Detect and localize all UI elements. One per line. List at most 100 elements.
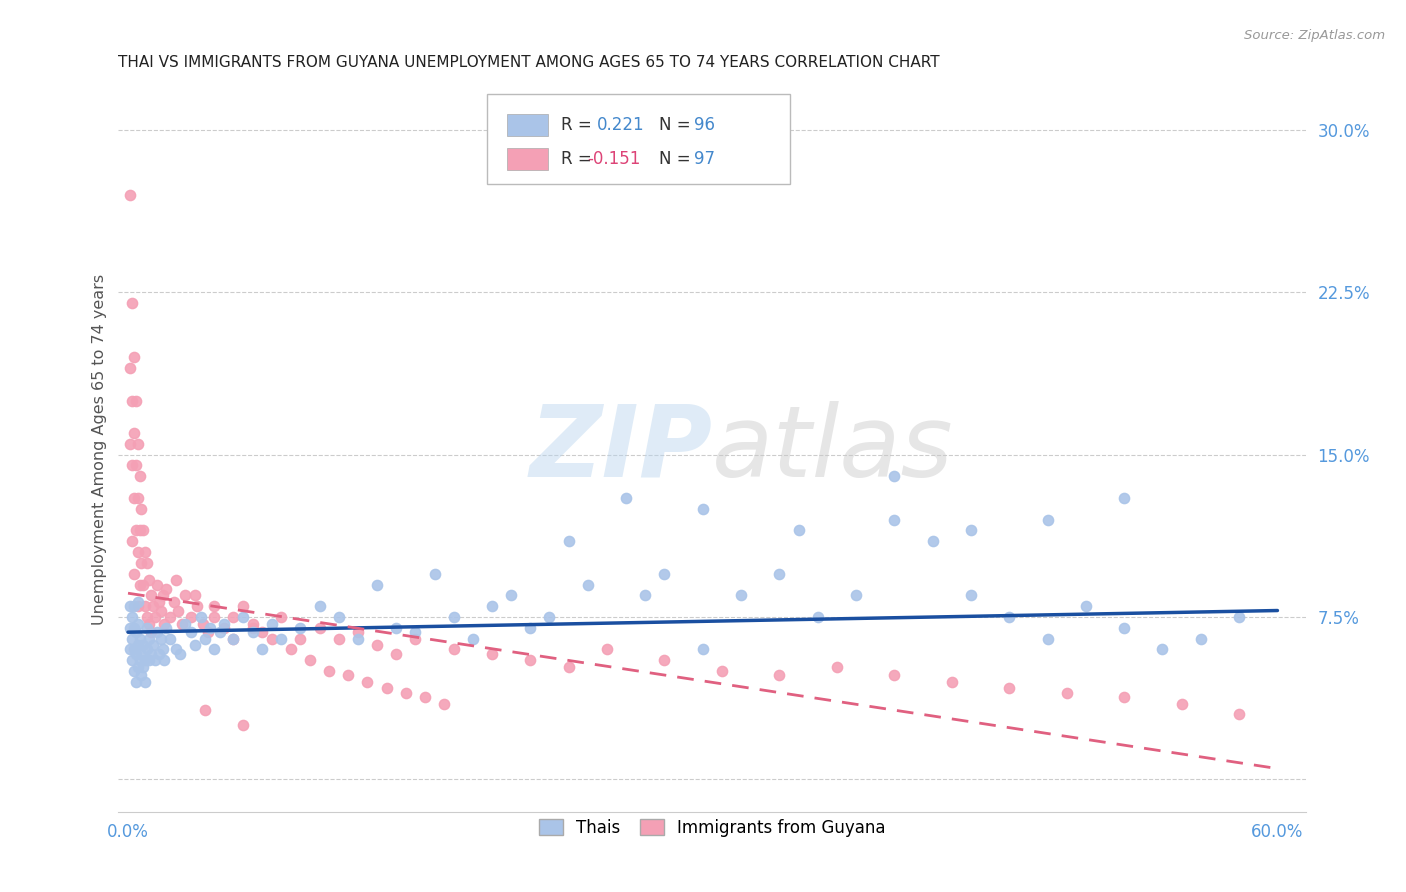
- Point: [1114, 690, 1136, 705]
- Point: [825, 660, 848, 674]
- Point: [960, 524, 983, 538]
- Point: [180, 625, 202, 640]
- Point: [127, 595, 149, 609]
- Point: [118, 621, 141, 635]
- Point: [152, 588, 174, 602]
- Point: [347, 625, 370, 640]
- Point: [184, 638, 207, 652]
- Bar: [506, 148, 548, 170]
- Point: [443, 610, 465, 624]
- Point: [883, 513, 905, 527]
- Point: [118, 187, 141, 202]
- Point: [260, 616, 283, 631]
- Point: [118, 599, 141, 614]
- Point: [596, 642, 619, 657]
- Point: [118, 361, 141, 376]
- Point: [149, 632, 172, 646]
- Point: [290, 621, 312, 635]
- Point: [121, 393, 143, 408]
- Point: [654, 566, 676, 581]
- Point: [242, 625, 264, 640]
- Point: [1114, 621, 1136, 635]
- Point: [122, 642, 145, 657]
- Point: [1056, 686, 1078, 700]
- Point: [190, 610, 212, 624]
- Point: [136, 556, 159, 570]
- Point: [200, 621, 222, 635]
- Point: [710, 664, 733, 678]
- Point: [125, 647, 148, 661]
- Bar: [506, 114, 548, 136]
- Point: [148, 595, 170, 609]
- Point: [413, 690, 436, 705]
- Point: [318, 664, 340, 678]
- Point: [139, 588, 162, 602]
- Point: [395, 686, 418, 700]
- Text: atlas: atlas: [713, 401, 953, 498]
- Point: [443, 642, 465, 657]
- Point: [165, 573, 187, 587]
- Point: [139, 625, 162, 640]
- Point: [202, 642, 225, 657]
- Point: [242, 621, 264, 635]
- Point: [768, 668, 790, 682]
- Point: [122, 664, 145, 678]
- Point: [202, 599, 225, 614]
- Point: [883, 668, 905, 682]
- Point: [519, 653, 541, 667]
- Point: [375, 681, 398, 696]
- Point: [127, 491, 149, 505]
- Point: [174, 588, 197, 602]
- Point: [260, 632, 283, 646]
- Point: [308, 599, 330, 614]
- Point: [122, 621, 145, 635]
- Point: [998, 610, 1021, 624]
- Point: [127, 660, 149, 674]
- Point: [423, 566, 446, 581]
- Point: [1114, 491, 1136, 505]
- Point: [998, 681, 1021, 696]
- Point: [121, 610, 143, 624]
- Point: [328, 610, 350, 624]
- Point: [1170, 697, 1192, 711]
- Point: [125, 675, 148, 690]
- Point: [1074, 599, 1097, 614]
- Point: [768, 566, 790, 581]
- Point: [125, 393, 148, 408]
- Point: [222, 632, 245, 646]
- Point: [128, 524, 150, 538]
- Point: [118, 437, 141, 451]
- Point: [153, 616, 176, 631]
- Point: [142, 638, 165, 652]
- Point: [461, 632, 484, 646]
- Point: [143, 653, 166, 667]
- Point: [557, 660, 579, 674]
- Point: [152, 642, 174, 657]
- Point: [122, 350, 145, 364]
- Point: [143, 610, 166, 624]
- Point: [232, 610, 254, 624]
- Point: [232, 718, 254, 732]
- Point: [212, 621, 235, 635]
- Point: [557, 534, 579, 549]
- Point: [385, 621, 408, 635]
- Point: [149, 603, 172, 617]
- Point: [186, 599, 208, 614]
- Point: [250, 625, 273, 640]
- Point: [132, 577, 155, 591]
- Point: [337, 668, 360, 682]
- Point: [136, 610, 159, 624]
- Text: N =: N =: [659, 116, 696, 134]
- Point: [576, 577, 599, 591]
- Point: [125, 625, 148, 640]
- Point: [136, 621, 159, 635]
- Point: [127, 638, 149, 652]
- Point: [270, 610, 292, 624]
- Point: [730, 588, 752, 602]
- Point: [807, 610, 830, 624]
- Point: [122, 491, 145, 505]
- Point: [128, 469, 150, 483]
- Point: [132, 638, 155, 652]
- Point: [634, 588, 657, 602]
- Point: [169, 647, 191, 661]
